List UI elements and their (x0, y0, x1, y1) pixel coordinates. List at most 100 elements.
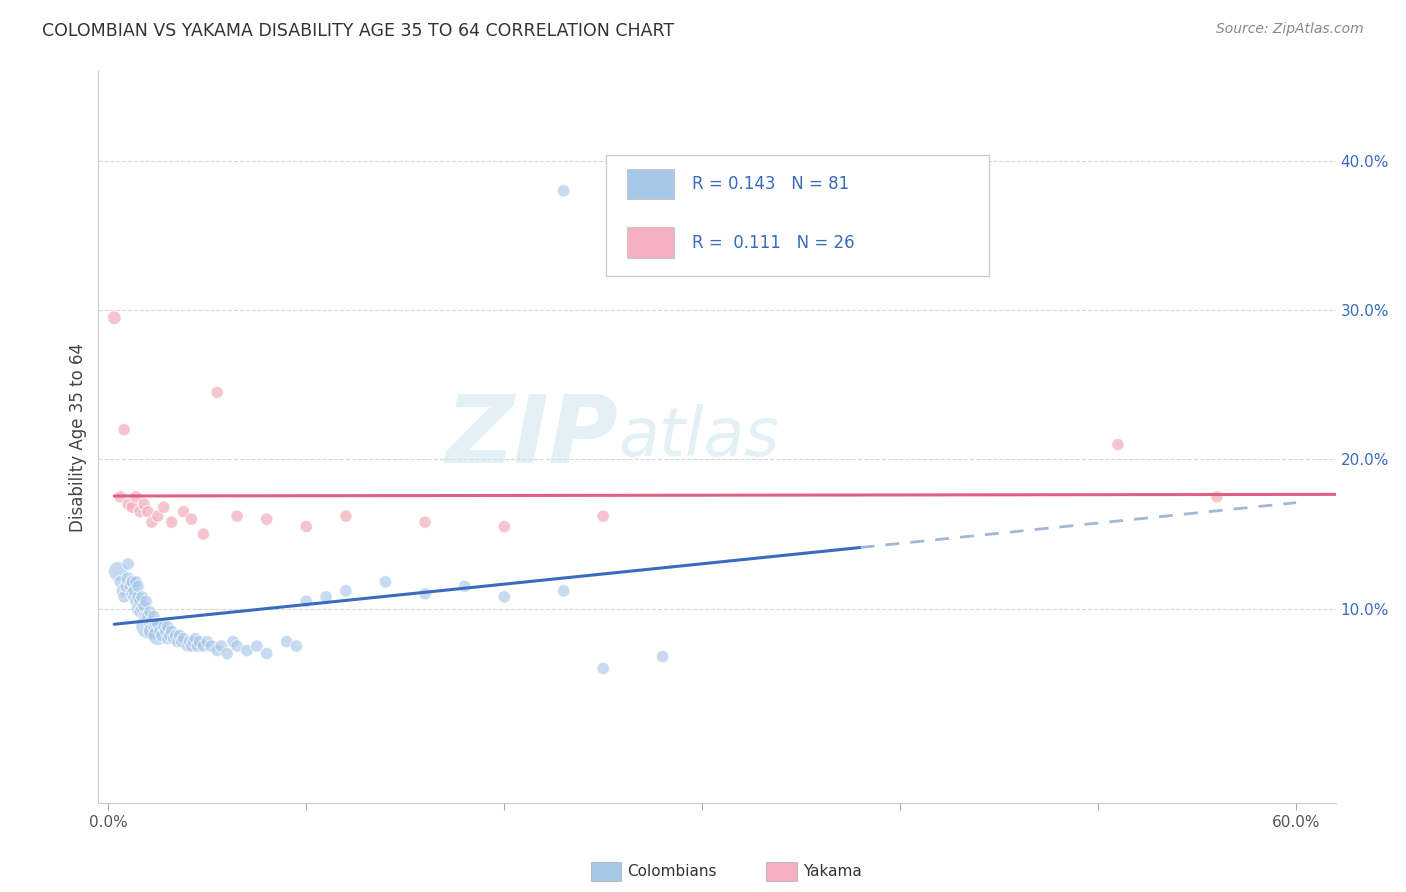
Point (127, 590, 149, 604)
Point (156, 620, 179, 634)
Text: COLOMBIAN VS YAKAMA DISABILITY AGE 35 TO 64 CORRELATION CHART: COLOMBIAN VS YAKAMA DISABILITY AGE 35 TO… (42, 22, 675, 40)
Point (117, 497, 139, 511)
Point (142, 620, 165, 634)
Point (553, 583, 575, 598)
Point (246, 639, 269, 653)
Point (145, 616, 167, 631)
Point (226, 639, 249, 653)
Point (139, 616, 162, 631)
Point (188, 634, 211, 648)
Point (136, 609, 159, 624)
Point (166, 634, 188, 648)
Point (129, 605, 152, 619)
Point (132, 609, 155, 624)
Point (117, 572, 139, 586)
Point (180, 639, 202, 653)
Bar (627, 169, 673, 200)
Point (413, 587, 436, 601)
Text: ZIP: ZIP (446, 391, 619, 483)
Point (159, 629, 181, 643)
Point (160, 624, 183, 639)
Point (494, 519, 516, 533)
Point (170, 634, 193, 648)
Point (125, 574, 148, 589)
Point (112, 590, 135, 604)
Point (165, 629, 187, 643)
Point (122, 583, 145, 598)
Point (256, 512, 278, 526)
Point (335, 509, 357, 524)
Point (295, 594, 318, 608)
Point (122, 590, 145, 604)
Text: R =  0.111   N = 26: R = 0.111 N = 26 (692, 234, 855, 252)
Point (335, 583, 357, 598)
Point (120, 579, 142, 593)
Point (295, 519, 318, 533)
Point (150, 629, 173, 643)
Point (121, 587, 143, 601)
Point (180, 512, 202, 526)
Point (127, 579, 149, 593)
Point (139, 605, 162, 619)
Point (236, 643, 259, 657)
Point (285, 639, 308, 653)
FancyBboxPatch shape (606, 155, 990, 277)
Point (108, 490, 131, 504)
Text: R = 0.143   N = 81: R = 0.143 N = 81 (692, 175, 849, 193)
Point (141, 515, 163, 529)
Point (152, 500, 174, 515)
Point (132, 497, 155, 511)
Point (226, 509, 249, 524)
Point (217, 647, 239, 661)
Point (1107, 437, 1129, 451)
Point (413, 515, 436, 529)
Point (142, 609, 165, 624)
Point (121, 500, 143, 515)
Point (193, 527, 215, 541)
Point (135, 609, 157, 624)
Point (193, 639, 215, 653)
Point (136, 620, 159, 634)
Point (209, 639, 232, 653)
Point (205, 643, 228, 657)
Point (276, 634, 298, 648)
Text: Yakama: Yakama (803, 864, 862, 879)
Point (222, 634, 245, 648)
Point (141, 624, 163, 639)
Text: Colombians: Colombians (627, 864, 717, 879)
Point (453, 579, 475, 593)
Point (195, 634, 218, 648)
Point (141, 614, 163, 628)
Point (117, 557, 139, 571)
Point (132, 599, 155, 613)
Y-axis label: Disability Age 35 to 64: Disability Age 35 to 64 (69, 343, 87, 532)
Point (111, 583, 134, 598)
Point (200, 639, 222, 653)
Point (592, 661, 614, 675)
Text: Source: ZipAtlas.com: Source: ZipAtlas.com (1216, 22, 1364, 37)
Point (152, 620, 174, 634)
Point (205, 385, 228, 400)
Point (256, 647, 278, 661)
Point (121, 574, 143, 589)
Point (129, 594, 152, 608)
Bar (627, 227, 673, 258)
Text: atlas: atlas (619, 404, 779, 470)
Point (176, 639, 198, 653)
Point (146, 509, 169, 524)
Point (135, 594, 157, 608)
Point (1206, 490, 1229, 504)
Point (186, 639, 208, 653)
Point (184, 632, 207, 646)
Point (108, 574, 131, 589)
Point (112, 423, 135, 437)
Point (315, 590, 337, 604)
Point (103, 310, 125, 325)
Point (149, 624, 172, 639)
Point (146, 616, 169, 631)
Point (131, 590, 153, 604)
Point (173, 632, 195, 646)
Point (494, 590, 516, 604)
Point (125, 594, 148, 608)
Point (160, 515, 183, 529)
